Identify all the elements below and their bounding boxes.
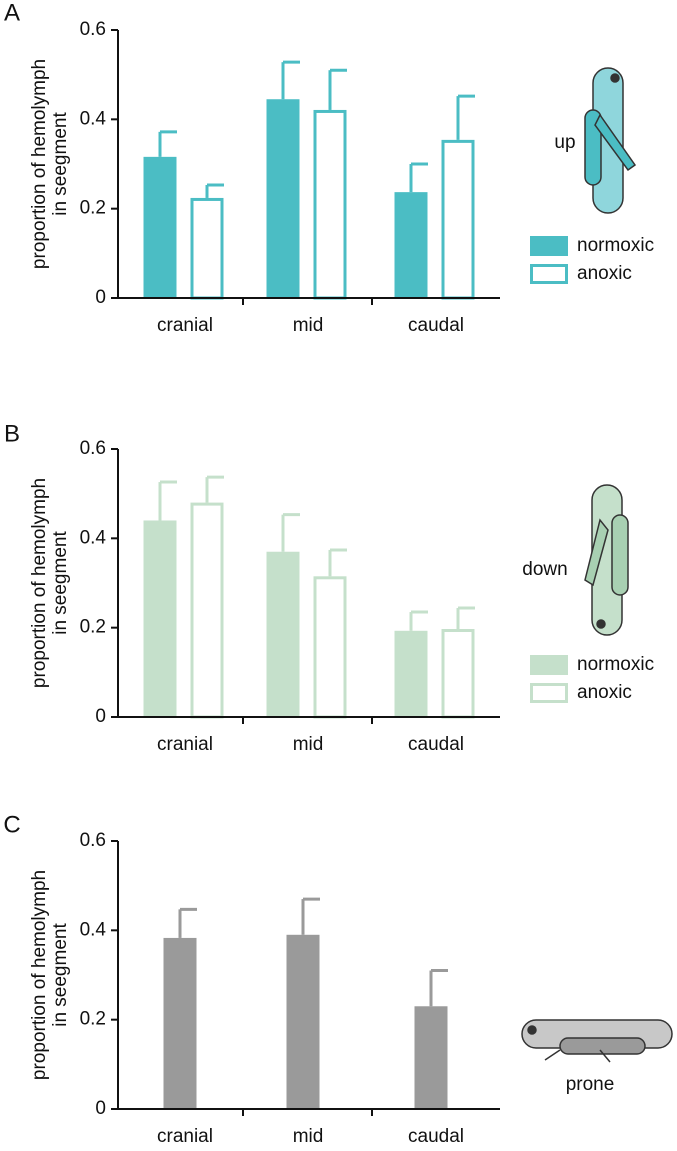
bar <box>441 139 475 300</box>
y-tick-label: 0.4 <box>80 527 107 548</box>
bar <box>313 576 347 719</box>
legend-label: normoxic <box>577 235 654 256</box>
annotation: down <box>522 559 567 580</box>
y-tick-label: 0 <box>95 1098 106 1119</box>
y-tick-label: 0 <box>95 706 106 727</box>
x-tick-label: mid <box>293 1126 324 1147</box>
y-tick-label: 0.4 <box>80 108 107 129</box>
bar <box>313 109 347 300</box>
bar <box>414 1006 448 1109</box>
legend-swatch <box>530 683 568 703</box>
bar <box>163 937 197 1109</box>
x-tick-label: cranial <box>157 734 213 755</box>
insect-down <box>584 484 629 636</box>
y-axis-label: proportion of hemolymph <box>29 478 50 688</box>
bar <box>286 934 320 1109</box>
x-tick-label: mid <box>293 734 324 755</box>
x-tick-label: cranial <box>157 315 213 336</box>
x-tick-label: cranial <box>157 1126 213 1147</box>
x-tick-label: mid <box>293 315 324 336</box>
y-tick-label: 0.6 <box>80 438 106 459</box>
y-axis-label: in seegment <box>50 112 71 216</box>
bar <box>394 630 428 717</box>
bar <box>441 629 475 719</box>
legend-label: normoxic <box>577 654 654 675</box>
bar <box>266 551 300 717</box>
legend-swatch <box>530 264 568 284</box>
annotation: up <box>554 132 575 153</box>
y-axis-label: proportion of hemolymph <box>29 870 50 1080</box>
y-tick-label: 0.2 <box>80 198 106 219</box>
annotation: prone <box>566 1074 615 1095</box>
panel-label: A <box>4 0 20 26</box>
bar <box>190 502 224 719</box>
y-axis-label: in seegment <box>50 531 71 635</box>
x-tick-label: caudal <box>408 734 464 755</box>
y-tick-label: 0.4 <box>80 919 107 940</box>
legend-label: anoxic <box>577 682 632 703</box>
legend-swatch <box>530 236 568 256</box>
bar <box>266 99 300 298</box>
x-tick-label: caudal <box>408 315 464 336</box>
y-tick-label: 0.6 <box>80 19 106 40</box>
bar <box>143 520 177 717</box>
y-axis-label: in seegment <box>50 923 71 1027</box>
x-tick-label: caudal <box>408 1126 464 1147</box>
bar <box>143 156 177 298</box>
y-tick-label: 0.2 <box>80 617 106 638</box>
panel-label: B <box>4 420 20 447</box>
bar <box>190 197 224 300</box>
panel-label: C <box>3 811 20 838</box>
legend-swatch <box>530 655 568 675</box>
y-tick-label: 0.2 <box>80 1009 106 1030</box>
bar <box>394 192 428 298</box>
legend-label: anoxic <box>577 263 632 284</box>
insect-up <box>584 67 637 214</box>
y-tick-label: 0.6 <box>80 830 106 851</box>
insect-prone <box>521 1019 673 1063</box>
y-axis-label: proportion of hemolymph <box>29 59 50 269</box>
y-tick-label: 0 <box>95 287 106 308</box>
